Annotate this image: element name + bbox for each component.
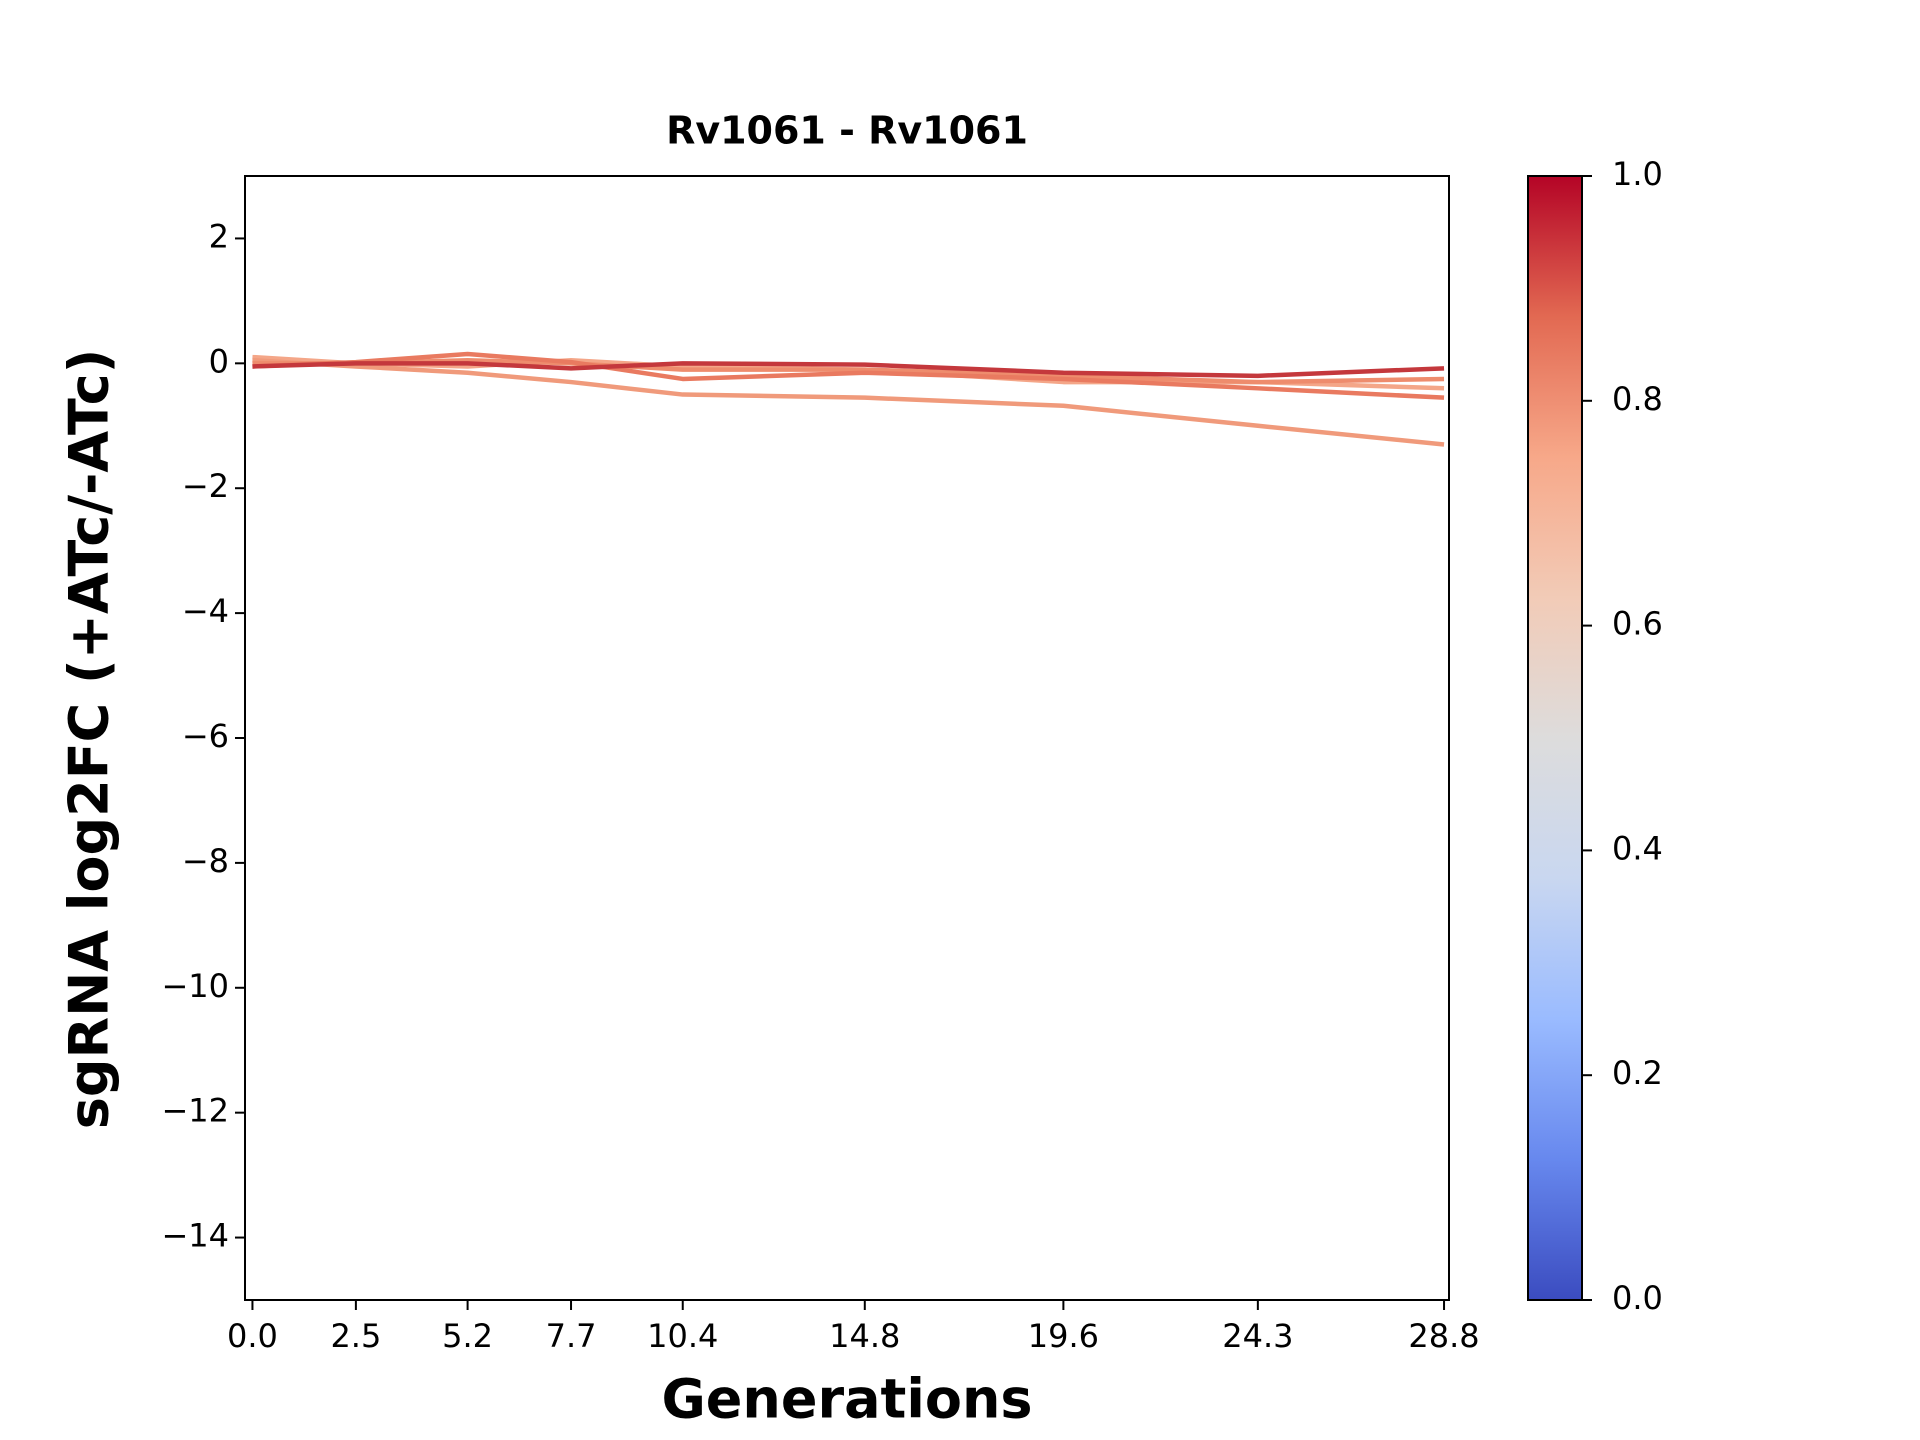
colorbar-tick-label: 1.0	[1612, 155, 1663, 193]
x-tick-label: 2.5	[330, 1317, 381, 1355]
x-tick-label: 7.7	[546, 1317, 597, 1355]
colorbar-tick-label: 0.4	[1612, 829, 1663, 867]
x-tick-label: 10.4	[647, 1317, 718, 1355]
data-line	[252, 357, 1445, 447]
x-tick-label: 5.2	[442, 1317, 493, 1355]
y-tick-label: −6	[182, 717, 229, 755]
y-tick-label: −4	[182, 592, 229, 630]
plot-frame	[244, 175, 1450, 1301]
x-tick-label: 14.8	[829, 1317, 900, 1355]
y-tick-label: −2	[182, 467, 229, 505]
y-axis-label: sgRNA log2FC (+ATc/-ATc)	[58, 349, 121, 1130]
data-line	[252, 351, 1445, 400]
colorbar-tick-label: 0.8	[1612, 380, 1663, 418]
y-tick-label: −12	[161, 1092, 229, 1130]
chart-title: Rv1061 - Rv1061	[666, 109, 1028, 153]
data-line	[252, 361, 1445, 379]
y-tick-label: 2	[209, 217, 229, 255]
colorbar-tick-label: 0.2	[1612, 1054, 1663, 1092]
colorbar-tick-label: 0.6	[1612, 605, 1663, 643]
x-tick-label: 19.6	[1028, 1317, 1099, 1355]
x-tick-label: 28.8	[1408, 1317, 1479, 1355]
x-tick-label: 0.0	[227, 1317, 278, 1355]
y-tick-label: −8	[182, 842, 229, 880]
x-axis-label: Generations	[661, 1368, 1032, 1431]
colorbar-tick-label: 0.0	[1612, 1279, 1663, 1317]
x-tick-label: 24.3	[1222, 1317, 1293, 1355]
y-tick-label: −14	[161, 1217, 229, 1255]
colorbar	[1527, 175, 1583, 1301]
y-tick-label: −10	[161, 967, 229, 1005]
y-tick-label: 0	[209, 342, 229, 380]
